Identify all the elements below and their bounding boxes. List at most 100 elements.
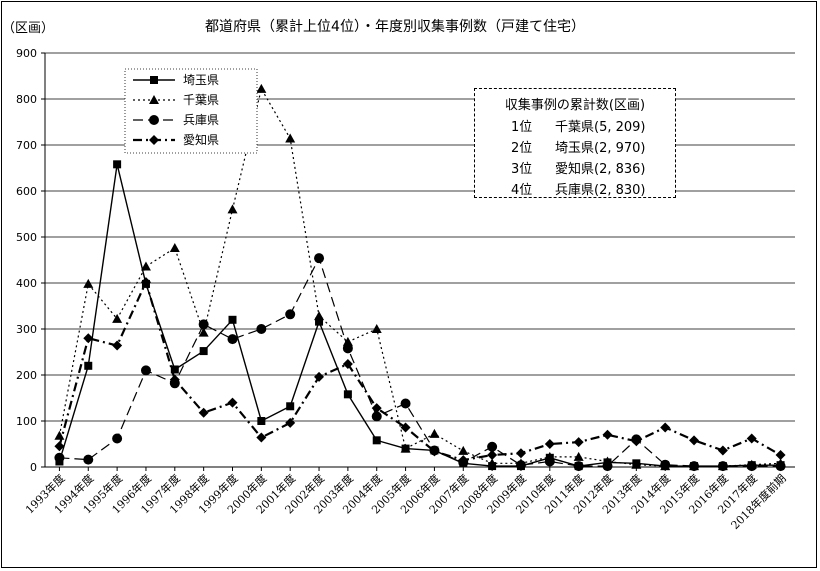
y-tick-label: 0 <box>30 461 37 474</box>
marker-square <box>257 417 266 425</box>
legend-item: 兵庫県 <box>133 113 219 127</box>
marker-circle <box>227 334 238 345</box>
summary-value: 埼玉県(2, 970) <box>555 141 646 156</box>
marker-diamond <box>458 455 469 466</box>
marker-diamond <box>602 429 613 440</box>
marker-diamond <box>660 422 671 433</box>
marker-triangle <box>314 311 325 321</box>
marker-diamond <box>227 397 238 408</box>
marker-triangle <box>342 336 353 346</box>
summary-row: 2位 埼玉県(2, 970) <box>511 137 646 156</box>
marker-square <box>372 436 381 445</box>
marker-diamond <box>515 448 526 459</box>
marker-square <box>113 160 122 169</box>
marker-circle <box>83 454 94 465</box>
marker-circle <box>140 365 151 376</box>
marker-triangle <box>400 443 411 453</box>
legend-label: 埼玉県 <box>183 73 219 87</box>
marker-diamond <box>775 450 786 461</box>
marker-circle <box>198 319 209 330</box>
marker-square <box>84 361 93 370</box>
marker-square <box>315 317 324 326</box>
marker-square <box>199 347 208 356</box>
marker-circle <box>149 115 159 125</box>
marker-square <box>286 402 295 411</box>
marker-triangle <box>458 445 469 455</box>
summary-title: 収集事例の累計数(区画) <box>504 98 646 113</box>
marker-diamond <box>371 403 382 414</box>
marker-triangle <box>169 243 180 253</box>
series-line <box>58 280 782 462</box>
marker-triangle <box>631 459 642 469</box>
series-circle <box>54 253 786 472</box>
marker-circle <box>400 398 411 409</box>
summary-rank: 3位 <box>511 162 533 177</box>
summary-rank: 1位 <box>511 120 533 135</box>
legend-item: 千葉県 <box>133 93 219 107</box>
y-tick-label: 800 <box>16 93 37 106</box>
marker-triangle <box>429 428 440 438</box>
marker-diamond <box>573 437 584 448</box>
marker-circle <box>314 253 325 264</box>
series-diamond <box>54 277 786 466</box>
marker-circle <box>746 461 757 472</box>
y-tick-label: 500 <box>16 231 37 244</box>
marker-circle <box>544 456 555 467</box>
marker-square <box>170 365 179 374</box>
marker-circle <box>515 460 526 471</box>
y-tick-label: 200 <box>16 369 37 382</box>
marker-triangle <box>487 458 498 468</box>
summary-row: 3位 愛知県(2, 836) <box>511 158 646 177</box>
marker-diamond <box>631 436 642 447</box>
summary-value: 愛知県(2, 836) <box>555 162 646 177</box>
marker-circle <box>112 433 123 444</box>
marker-circle <box>573 461 584 472</box>
marker-triangle <box>83 278 94 288</box>
marker-diamond <box>314 371 325 382</box>
marker-diamond <box>112 340 123 351</box>
y-tick-label: 900 <box>16 47 37 60</box>
marker-diamond <box>140 277 151 288</box>
marker-triangle <box>54 430 65 440</box>
summary-rank: 4位 <box>511 183 533 198</box>
marker-triangle <box>371 324 382 333</box>
marker-circle <box>689 461 700 472</box>
marker-square <box>343 390 352 399</box>
marker-circle <box>602 461 613 472</box>
series-square <box>55 160 785 471</box>
marker-diamond <box>544 439 555 449</box>
marker-triangle <box>256 83 267 93</box>
legend-label: 千葉県 <box>183 93 219 107</box>
marker-circle <box>371 411 382 422</box>
marker-triangle <box>227 204 238 214</box>
y-axis-label: （区画） <box>2 21 54 36</box>
marker-diamond <box>717 445 728 456</box>
marker-diamond <box>256 432 267 443</box>
marker-circle <box>487 441 498 452</box>
marker-triangle <box>140 261 151 271</box>
marker-triangle <box>149 95 159 104</box>
marker-diamond <box>487 450 498 461</box>
summary-value: 兵庫県(2, 830) <box>555 183 646 198</box>
marker-circle <box>660 459 671 470</box>
y-tick-label: 700 <box>16 139 37 152</box>
marker-circle <box>342 343 353 354</box>
marker-circle <box>775 461 786 472</box>
marker-square <box>228 315 237 324</box>
marker-circle <box>717 461 728 472</box>
marker-square <box>150 76 158 84</box>
marker-diamond <box>429 446 440 457</box>
marker-diamond <box>54 441 65 452</box>
y-tick-labels: 0 100 200 300 400 500 600 700 800 900 <box>16 47 37 474</box>
marker-diamond <box>746 433 757 444</box>
marker-circle <box>285 309 296 320</box>
marker-diamond <box>83 333 94 344</box>
y-tick-label: 400 <box>16 277 37 290</box>
marker-triangle <box>285 133 296 143</box>
marker-diamond <box>285 417 296 428</box>
marker-diamond <box>198 407 209 418</box>
cumulative-summary-box: 収集事例の累計数(区画) 1位 千葉県(5, 209) 2位 埼玉県(2, 970)… <box>474 88 676 198</box>
summary-row: 4位 兵庫県(2, 830) <box>511 179 646 198</box>
